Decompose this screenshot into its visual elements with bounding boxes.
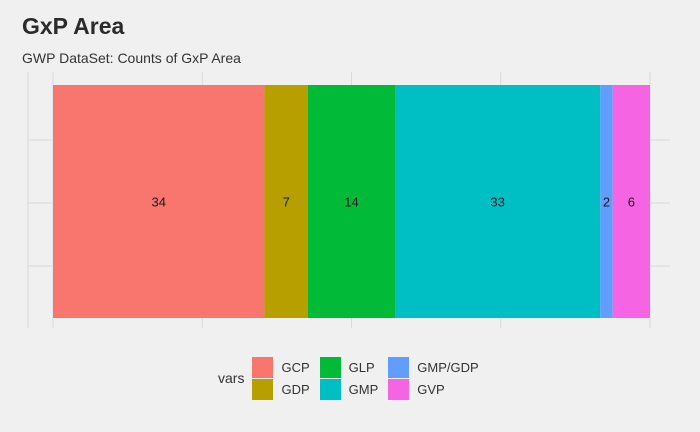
bar-segments bbox=[53, 85, 650, 318]
legend-label: GMP/GDP bbox=[417, 359, 479, 375]
legend-swatch bbox=[252, 378, 274, 400]
legend-swatch bbox=[319, 378, 341, 400]
bar-segment-gvp bbox=[612, 85, 650, 318]
legend-item: GDP bbox=[252, 378, 310, 400]
data-label: 33 bbox=[490, 195, 504, 210]
legend-item: GCP bbox=[252, 356, 310, 378]
data-label: 2 bbox=[603, 195, 610, 210]
legend-label: GMP bbox=[348, 381, 379, 397]
data-label: 7 bbox=[283, 195, 290, 210]
data-labels: 34 7 14 33 2 6 bbox=[151, 195, 634, 210]
data-label: 34 bbox=[151, 195, 165, 210]
legend-swatch bbox=[252, 356, 274, 378]
chart-subtitle: GWP DataSet: Counts of GxP Area bbox=[22, 50, 241, 66]
legend-item: GMP/GDP bbox=[388, 356, 479, 378]
legend-item: GMP bbox=[319, 378, 379, 400]
bar-segment-gmp-gdp bbox=[600, 85, 613, 318]
legend-title: vars bbox=[218, 370, 245, 386]
legend-label: GDP bbox=[281, 381, 310, 397]
data-label: 6 bbox=[628, 195, 635, 210]
bar-segment-gdp bbox=[264, 85, 308, 318]
chart-title: GxP Area bbox=[22, 13, 125, 39]
legend-swatch bbox=[319, 356, 341, 378]
legend-swatch bbox=[388, 356, 410, 378]
legend-swatch bbox=[388, 378, 410, 400]
legend-label: GLP bbox=[348, 359, 375, 375]
data-label: 14 bbox=[344, 195, 358, 210]
legend: vars GCP GDP GLP GMP GMP/GDP GVP bbox=[218, 356, 479, 400]
legend-items: GCP GDP GLP GMP GMP/GDP GVP bbox=[252, 356, 479, 400]
legend-item: GLP bbox=[319, 356, 379, 378]
bar-segment-glp bbox=[307, 85, 396, 318]
legend-item: GVP bbox=[388, 378, 478, 400]
bar-segment-gmp bbox=[395, 85, 601, 318]
legend-label: GCP bbox=[281, 359, 310, 375]
bar-segment-gcp bbox=[53, 85, 265, 318]
legend-label: GVP bbox=[417, 381, 445, 397]
